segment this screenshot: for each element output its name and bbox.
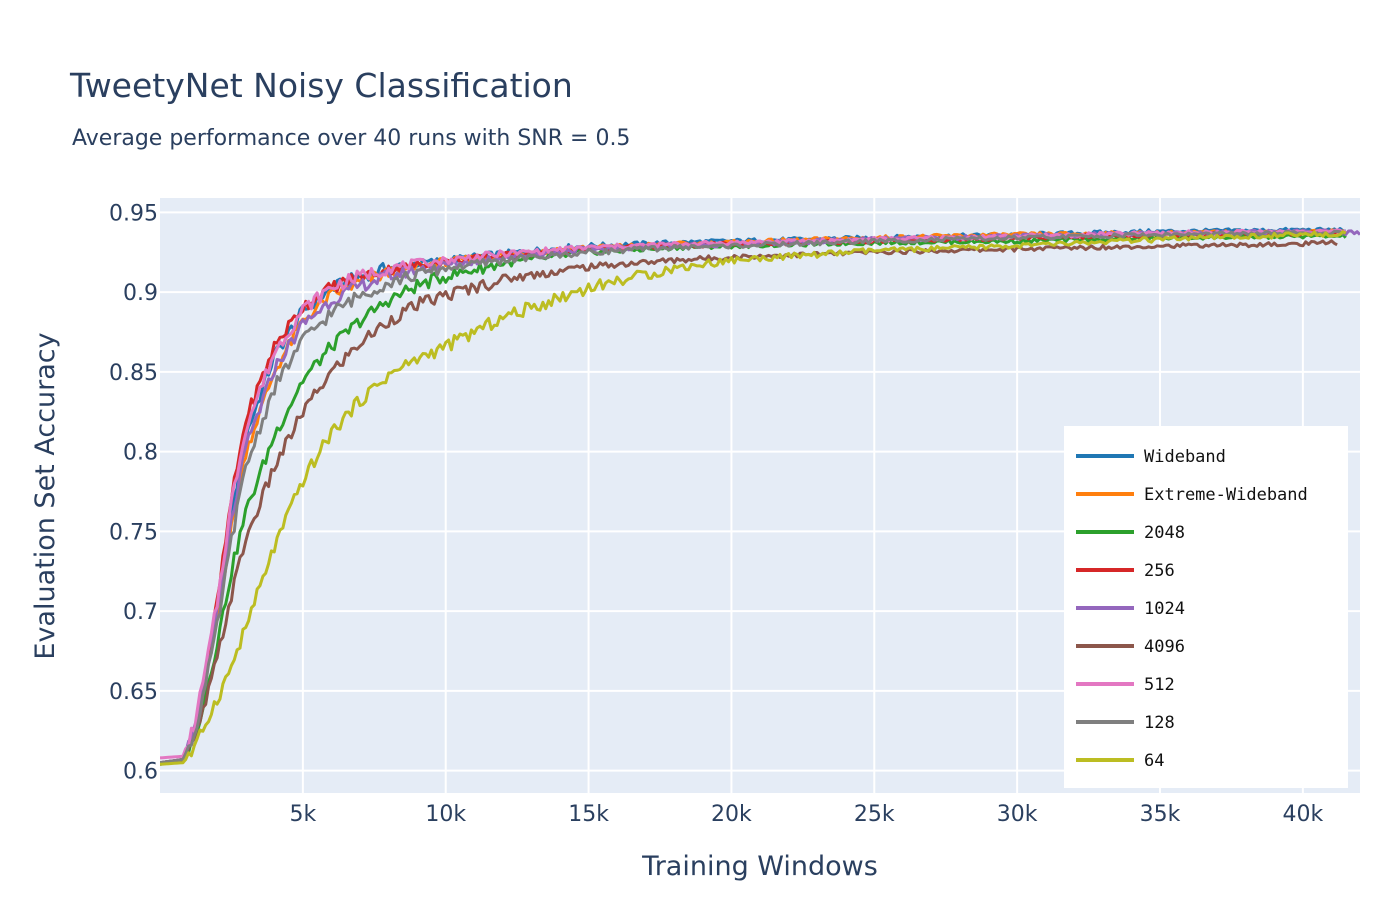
legend-label: 2048 (1144, 523, 1185, 543)
chart-title: TweetyNet Noisy Classification (70, 66, 573, 105)
legend-label: 512 (1144, 675, 1175, 695)
legend-label: 256 (1144, 561, 1175, 581)
x-tick-label: 15k (568, 802, 609, 827)
y-tick-label: 0.6 (123, 760, 158, 785)
series-lines (160, 226, 1360, 766)
x-axis-ticks: 5k 10k 15k 20k 25k 30k 35k 40k (289, 802, 1323, 827)
x-tick-label: 35k (1140, 802, 1181, 827)
y-tick-label: 0.7 (123, 600, 158, 625)
legend-label: 1024 (1144, 599, 1185, 619)
x-tick-label: 10k (425, 802, 466, 827)
legend-label: 4096 (1144, 637, 1185, 657)
y-tick-label: 0.85 (109, 361, 158, 386)
series-line-4096 (160, 239, 1338, 766)
legend-label: Extreme-Wideband (1144, 485, 1308, 505)
x-axis-title: Training Windows (641, 851, 878, 882)
y-tick-label: 0.65 (109, 680, 158, 705)
y-tick-label: 0.95 (109, 201, 158, 226)
x-tick-label: 25k (854, 802, 895, 827)
legend-label: 64 (1144, 751, 1164, 771)
x-tick-label: 5k (289, 802, 316, 827)
x-tick-label: 30k (997, 802, 1038, 827)
legend: Wideband Extreme-Wideband 2048 256 1024 4096 5… (1064, 426, 1348, 788)
x-tick-label: 40k (1282, 802, 1323, 827)
series-line-64 (160, 230, 1347, 766)
series-line-128 (160, 229, 1347, 765)
y-tick-label: 0.75 (109, 520, 158, 545)
x-tick-label: 20k (711, 802, 752, 827)
y-axis-title: Evaluation Set Accuracy (30, 332, 61, 659)
y-axis-ticks: 0.6 0.65 0.7 0.75 0.8 0.85 0.9 0.95 (109, 201, 158, 784)
y-tick-label: 0.9 (123, 281, 158, 306)
legend-label: 128 (1144, 713, 1175, 733)
chart-subtitle: Average performance over 40 runs with SN… (72, 126, 631, 151)
y-tick-label: 0.8 (123, 441, 158, 466)
legend-label: Wideband (1144, 447, 1226, 467)
series-line-512 (160, 228, 1347, 760)
